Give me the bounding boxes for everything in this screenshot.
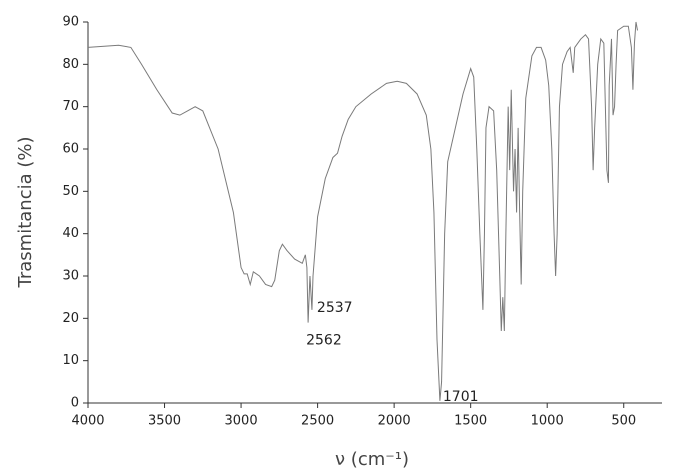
- x-tick-label: 1500: [454, 414, 487, 429]
- y-tick-label: 0: [71, 396, 79, 411]
- x-tick-label: 2500: [301, 414, 334, 429]
- peak-annotation: 2537: [317, 300, 353, 316]
- y-tick-label: 30: [62, 269, 79, 284]
- y-tick-label: 20: [62, 311, 79, 326]
- x-tick-label: 3000: [225, 414, 258, 429]
- peak-annotation: 2562: [306, 333, 342, 349]
- x-tick-label: 4000: [71, 414, 104, 429]
- y-tick-label: 50: [62, 184, 79, 199]
- x-tick-label: 500: [611, 414, 636, 429]
- y-tick-label: 60: [62, 142, 79, 157]
- y-tick-label: 70: [62, 99, 79, 114]
- y-tick-label: 80: [62, 57, 79, 72]
- y-tick-label: 10: [62, 353, 79, 368]
- peak-annotation: 1701: [443, 389, 479, 405]
- x-tick-label: 3500: [148, 414, 181, 429]
- x-tick-label: 1000: [531, 414, 564, 429]
- x-tick-label: 2000: [378, 414, 411, 429]
- x-axis-title: ν (cm⁻¹): [335, 449, 409, 470]
- spectrum-line: [87, 21, 639, 401]
- y-tick-label: 40: [62, 226, 79, 241]
- y-tick-label: 90: [62, 15, 79, 30]
- y-axis-title: Trasmitancia (%): [15, 137, 36, 289]
